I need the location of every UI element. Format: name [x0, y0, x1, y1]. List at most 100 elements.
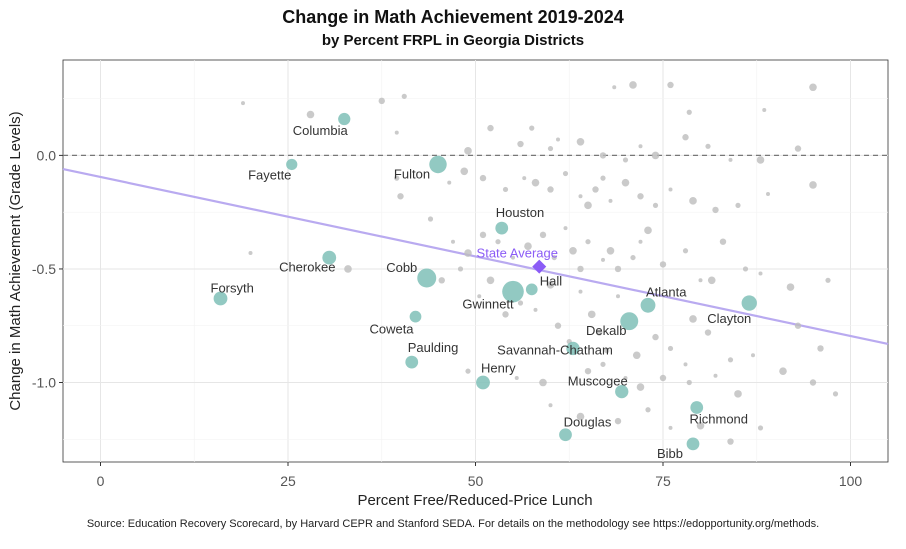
district-point — [698, 278, 703, 283]
district-point-paulding — [405, 355, 419, 369]
district-point — [683, 362, 688, 367]
y-tick-label: -1.0 — [32, 375, 56, 391]
background-points — [241, 81, 839, 445]
x-axis-label: Percent Free/Reduced-Price Lunch — [357, 492, 592, 509]
district-point — [585, 239, 591, 245]
district-point — [689, 315, 697, 323]
district-point — [479, 231, 487, 239]
district-point — [539, 231, 547, 239]
district-point — [667, 81, 674, 89]
district-point — [809, 83, 817, 92]
district-point — [248, 251, 253, 256]
district-point — [638, 239, 643, 244]
district-point — [713, 373, 718, 378]
district-point — [707, 276, 716, 285]
district-point — [621, 178, 630, 187]
district-label: Clayton — [707, 311, 751, 326]
district-point — [696, 421, 705, 430]
district-point — [705, 143, 711, 149]
district-point — [686, 109, 692, 115]
district-point — [668, 187, 673, 192]
district-label: Gwinnett — [462, 297, 514, 312]
district-point — [614, 265, 622, 273]
x-tick-label: 100 — [839, 473, 863, 489]
district-point — [529, 125, 535, 131]
district-point-columbia — [338, 112, 351, 126]
district-label: Coweta — [369, 322, 414, 337]
district-point — [447, 180, 452, 185]
district-point — [517, 300, 524, 306]
y-tick-label: 0.0 — [37, 147, 57, 163]
district-point — [682, 248, 689, 254]
district-point — [465, 368, 471, 374]
district-label: Richmond — [689, 411, 748, 426]
district-point — [727, 438, 734, 445]
district-point — [809, 181, 817, 189]
district-point — [616, 294, 620, 299]
district-point — [548, 403, 553, 408]
chart-title: Change in Math Achievement 2019-2024 — [282, 7, 624, 27]
district-point — [401, 93, 407, 99]
x-tick-label: 25 — [280, 473, 296, 489]
district-label: Houston — [496, 205, 544, 220]
district-point-houston — [495, 221, 509, 235]
district-point — [638, 144, 643, 149]
district-point-savannah-chatham — [566, 341, 580, 356]
district-point — [632, 351, 641, 360]
district-point — [241, 101, 245, 106]
district-point — [756, 156, 765, 164]
district-point — [742, 266, 749, 272]
district-point — [712, 206, 719, 214]
district-point-cherokee — [322, 250, 337, 265]
y-axis-label: Change in Math Achievement (Grade Levels… — [7, 111, 24, 410]
district-point — [539, 378, 547, 387]
district-point — [397, 193, 404, 200]
district-point — [551, 254, 557, 261]
district-label: Atlanta — [646, 284, 687, 299]
district-point-henry — [476, 375, 490, 390]
district-point — [517, 140, 524, 148]
axes: 0 25 50 75 100 0.0 -0.5 -1.0 — [32, 147, 888, 489]
district-point — [629, 81, 637, 89]
district-point — [727, 357, 734, 363]
district-point — [394, 175, 400, 181]
district-point-douglas — [559, 428, 572, 442]
district-label: Dekalb — [586, 323, 626, 338]
district-point-gwinnett — [502, 280, 524, 303]
district-point — [563, 226, 568, 231]
district-point — [533, 307, 538, 312]
source-caption: Source: Education Recovery Scorecard, by… — [86, 518, 820, 530]
district-point — [825, 277, 831, 283]
district-point — [577, 265, 584, 273]
district-label: Paulding — [408, 340, 459, 355]
district-point — [794, 322, 802, 329]
district-point — [531, 178, 540, 187]
district-point — [460, 167, 469, 176]
district-point — [587, 310, 596, 319]
district-point — [604, 348, 610, 354]
district-label: Savannah-Chatham — [497, 342, 613, 357]
district-point — [578, 194, 583, 199]
district-point — [578, 289, 583, 294]
district-point — [652, 202, 659, 208]
district-point — [514, 375, 519, 380]
district-label: Cobb — [386, 260, 417, 275]
district-point — [766, 192, 770, 196]
district-label: Douglas — [564, 415, 612, 430]
district-point — [645, 407, 651, 413]
district-point — [612, 85, 617, 90]
district-point — [686, 379, 692, 386]
district-point — [735, 202, 741, 208]
district-point — [630, 254, 636, 261]
district-point-cobb — [417, 268, 437, 288]
trend-line-group — [62, 167, 889, 345]
district-label: Columbia — [293, 123, 349, 138]
district-point — [600, 361, 606, 367]
district-point — [599, 152, 607, 159]
district-labels: Columbia Fayette Fulton Houston Cherokee Fors… — [211, 123, 752, 461]
district-point — [644, 226, 652, 235]
district-point — [486, 276, 495, 285]
district-point — [502, 186, 509, 193]
x-tick-label: 75 — [655, 473, 671, 489]
